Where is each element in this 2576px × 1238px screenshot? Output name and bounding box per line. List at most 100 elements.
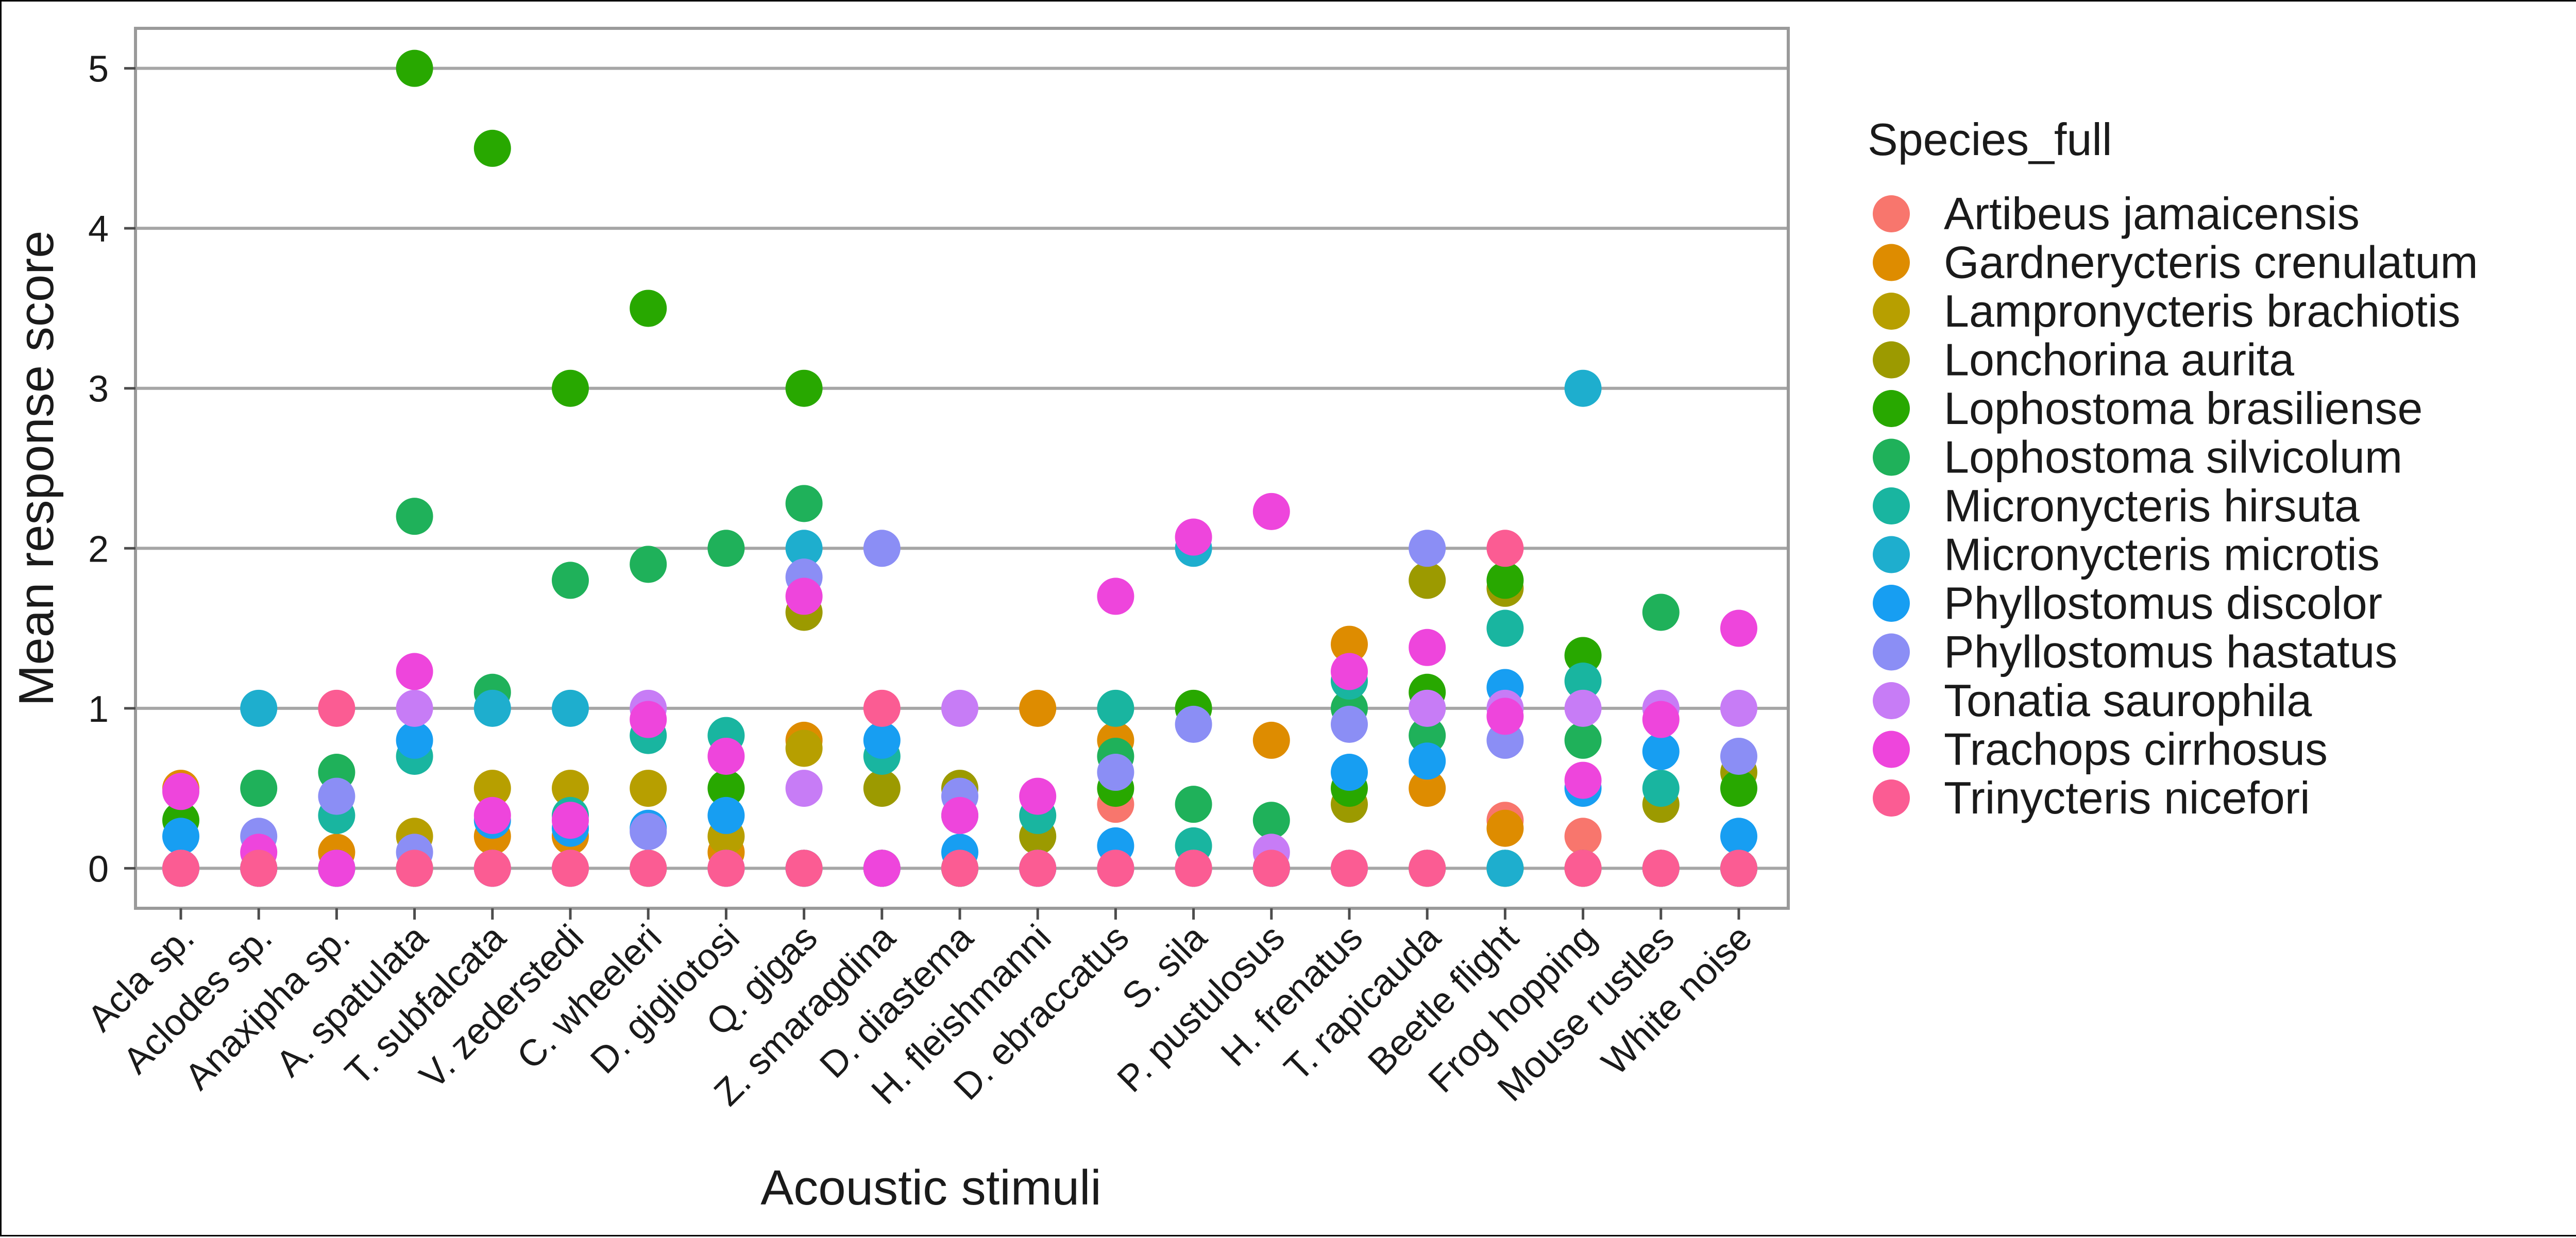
data-point — [1486, 698, 1524, 735]
legend-item: Trinycteris nicefori — [1873, 772, 2310, 823]
data-point — [1175, 705, 1212, 743]
data-point — [552, 689, 589, 727]
legend-label: Lonchorina aurita — [1944, 334, 2294, 385]
data-point — [1720, 770, 1757, 807]
legend-item: Lophostoma brasiliense — [1873, 383, 2422, 434]
legend-key — [1873, 779, 1910, 817]
data-point — [1252, 493, 1290, 530]
data-point — [473, 796, 511, 834]
legend-key — [1873, 682, 1910, 719]
legend-key — [1873, 487, 1910, 524]
legend-label: Phyllostomus discolor — [1944, 578, 2382, 629]
legend-label: Gardnerycteris crenulatum — [1944, 237, 2478, 288]
legend-item: Phyllostomus discolor — [1873, 578, 2382, 629]
data-point — [1564, 663, 1602, 700]
data-point — [1409, 562, 1446, 599]
y-tick-label: 5 — [88, 49, 109, 90]
data-point — [1486, 530, 1524, 567]
legend-key — [1873, 438, 1910, 476]
data-point — [630, 770, 667, 807]
data-point — [1409, 717, 1446, 754]
legend-item: Lampronycteris brachiotis — [1873, 285, 2461, 336]
data-point — [1564, 850, 1602, 887]
data-point — [318, 689, 355, 727]
data-point — [396, 498, 433, 535]
data-point — [785, 770, 823, 807]
series-trinycteris-nicefori — [162, 530, 1757, 887]
y-tick-label: 1 — [88, 689, 109, 730]
legend-item: Tonatia saurophila — [1873, 675, 2312, 726]
data-point — [473, 850, 511, 887]
legend-item: Phyllostomus hastatus — [1873, 626, 2397, 677]
data-point — [785, 850, 823, 887]
legend-key — [1873, 585, 1910, 622]
data-point — [1642, 701, 1680, 738]
data-point — [1175, 518, 1212, 556]
legend-item: Lonchorina aurita — [1873, 334, 2294, 385]
data-point — [1097, 578, 1134, 615]
data-point — [785, 730, 823, 767]
data-point — [1409, 629, 1446, 666]
y-tick-label: 0 — [88, 849, 109, 890]
legend-label: Lampronycteris brachiotis — [1944, 285, 2461, 336]
legend-label: Micronycteris hirsuta — [1944, 480, 2360, 531]
data-point — [162, 773, 199, 810]
data-point — [162, 818, 199, 855]
legend-label: Trachops cirrhosus — [1944, 724, 2328, 775]
data-point — [1331, 625, 1368, 663]
data-point — [863, 530, 901, 567]
data-point — [1331, 653, 1368, 690]
legend-key — [1873, 293, 1910, 330]
y-axis-title: Mean response score — [9, 230, 64, 706]
data-point — [630, 812, 667, 850]
data-point — [707, 770, 745, 807]
data-point — [1019, 777, 1057, 815]
data-point — [1720, 818, 1757, 855]
data-point — [552, 802, 589, 839]
legend-title: Species_full — [1868, 114, 2112, 165]
data-point — [707, 796, 745, 834]
data-point — [1409, 689, 1446, 727]
legend-label: Micronycteris microtis — [1944, 529, 2380, 580]
data-point — [396, 850, 433, 887]
data-point — [707, 530, 745, 567]
legend-label: Artibeus jamaicensis — [1944, 188, 2360, 239]
data-point — [1642, 733, 1680, 770]
data-point — [630, 701, 667, 738]
data-point — [1642, 850, 1680, 887]
data-point — [1642, 770, 1680, 807]
data-point — [1642, 593, 1680, 631]
data-point — [240, 770, 278, 807]
data-point — [552, 770, 589, 807]
data-point — [473, 129, 511, 167]
legend-item: Trachops cirrhosus — [1873, 724, 2328, 775]
legend-item: Micronycteris microtis — [1873, 529, 2380, 580]
data-point — [1486, 609, 1524, 647]
data-point — [552, 369, 589, 407]
data-point — [863, 770, 901, 807]
data-point — [1252, 802, 1290, 839]
data-point — [707, 737, 745, 775]
data-point — [1564, 721, 1602, 759]
data-point — [396, 689, 433, 727]
data-point — [1486, 850, 1524, 887]
data-point — [318, 850, 355, 887]
data-point — [318, 777, 355, 815]
data-point — [162, 850, 199, 887]
legend-label: Trinycteris nicefori — [1944, 772, 2310, 823]
data-point — [785, 485, 823, 522]
data-point — [396, 653, 433, 690]
legend-item: Micronycteris hirsuta — [1873, 480, 2360, 531]
legend-label: Lophostoma brasiliense — [1944, 383, 2422, 434]
data-point — [1486, 562, 1524, 599]
series-trachops-cirrhosus — [162, 493, 1757, 887]
data-point — [1409, 530, 1446, 567]
data-point — [630, 850, 667, 887]
data-point — [785, 578, 823, 615]
legend-label: Tonatia saurophila — [1944, 675, 2312, 726]
data-point — [1720, 689, 1757, 727]
legend-key — [1873, 731, 1910, 768]
